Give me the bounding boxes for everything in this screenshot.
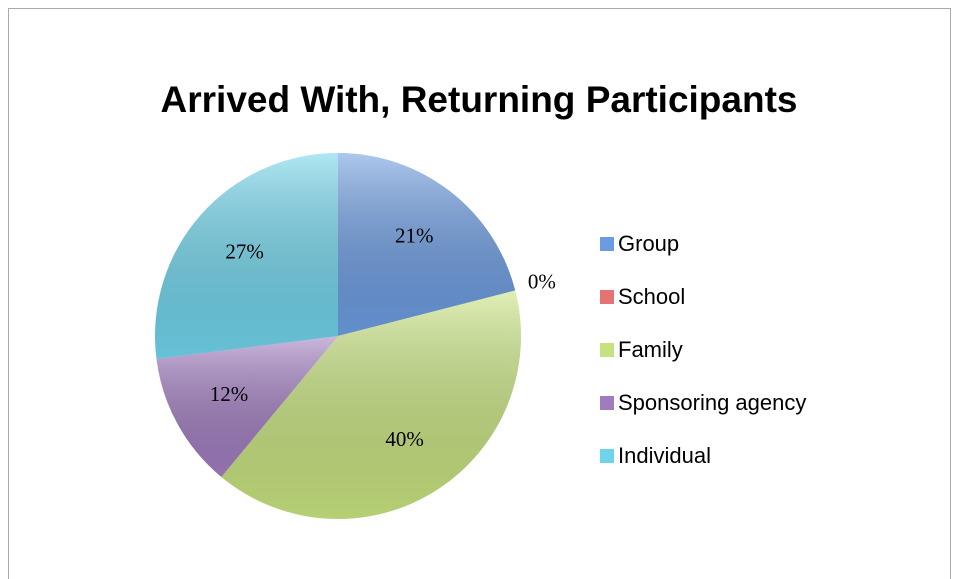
data-label: 40% (385, 427, 424, 451)
legend-swatch (600, 396, 614, 410)
legend-swatch (600, 343, 614, 357)
legend-swatch (600, 290, 614, 304)
legend-label: Individual (618, 443, 711, 468)
legend-label: Group (618, 231, 679, 256)
data-label: 27% (225, 240, 264, 264)
legend-swatch (600, 237, 614, 251)
legend-label: Sponsoring agency (618, 390, 806, 415)
data-label: 21% (395, 223, 434, 247)
slice-shade (156, 336, 338, 478)
chart-frame (8, 8, 951, 579)
chart-title: Arrived With, Returning Participants (161, 79, 798, 120)
slice-shade (155, 153, 338, 359)
data-label: 0% (528, 269, 556, 293)
data-label: 12% (210, 382, 249, 406)
slice-shade (338, 153, 516, 336)
legend-label: School (618, 284, 685, 309)
slice-shade (221, 290, 521, 520)
legend-swatch (600, 449, 614, 463)
legend-label: Family (618, 337, 683, 362)
